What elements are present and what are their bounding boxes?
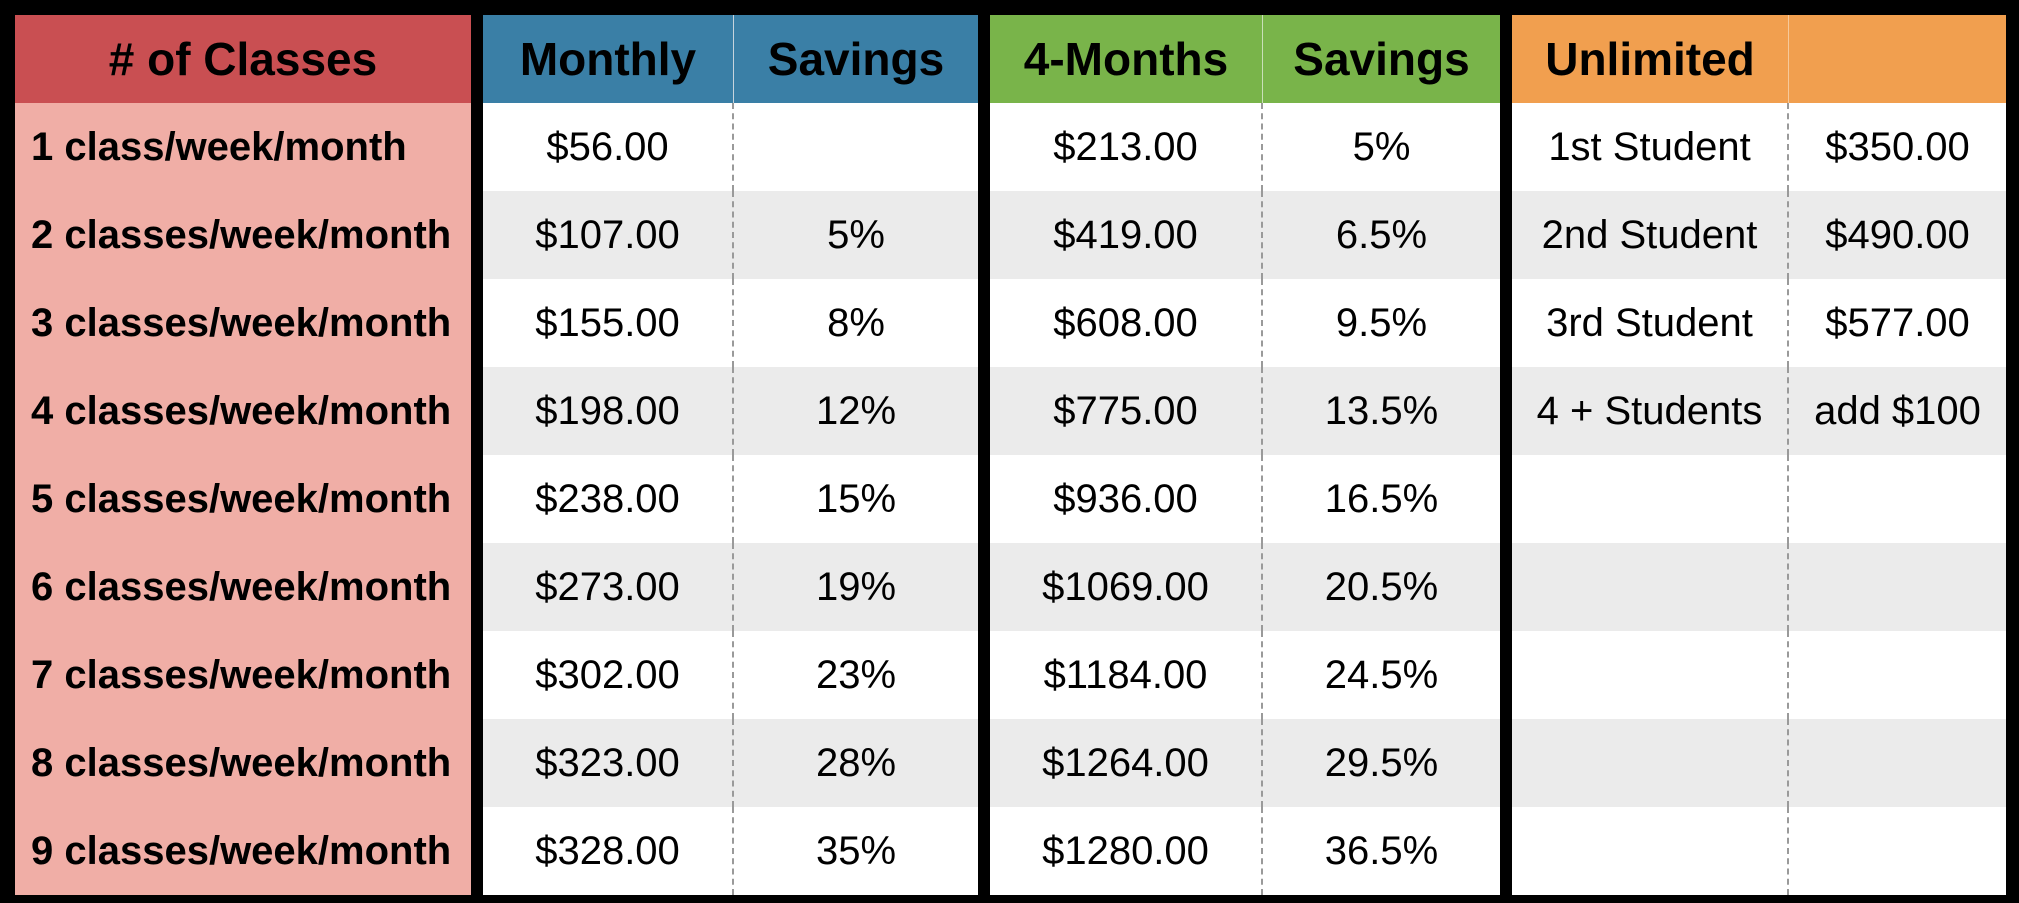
cell-unlimited-price [1789, 455, 2006, 543]
cell-four-months-savings: 13.5% [1263, 367, 1500, 455]
cell-unlimited-tier [1512, 631, 1789, 719]
cell-unlimited-price: $350.00 [1789, 103, 2006, 191]
row-label: 6 classes/week/month [15, 543, 471, 631]
cell-monthly-savings: 23% [734, 631, 978, 719]
cell-four-months-savings: 29.5% [1263, 719, 1500, 807]
header-four-months-savings: Savings [1263, 15, 1500, 103]
cell-monthly-savings [734, 103, 978, 191]
cell-four-months: $775.00 [990, 367, 1263, 455]
cell-unlimited-price [1789, 543, 2006, 631]
cell-monthly-savings: 15% [734, 455, 978, 543]
cell-monthly-savings: 19% [734, 543, 978, 631]
cell-monthly-savings: 8% [734, 279, 978, 367]
cell-unlimited-tier: 3rd Student [1512, 279, 1789, 367]
cell-unlimited-price: add $100 [1789, 367, 2006, 455]
header-unlimited-price [1789, 15, 2006, 103]
cell-monthly-savings: 12% [734, 367, 978, 455]
cell-unlimited-tier [1512, 719, 1789, 807]
cell-monthly: $238.00 [483, 455, 734, 543]
cell-four-months-savings: 9.5% [1263, 279, 1500, 367]
header-monthly-savings: Savings [734, 15, 978, 103]
cell-four-months: $1264.00 [990, 719, 1263, 807]
cell-unlimited-price [1789, 807, 2006, 895]
cell-monthly: $273.00 [483, 543, 734, 631]
cell-four-months-savings: 5% [1263, 103, 1500, 191]
row-label: 1 class/week/month [15, 103, 471, 191]
cell-unlimited-tier: 4 + Students [1512, 367, 1789, 455]
cell-four-months: $1280.00 [990, 807, 1263, 895]
cell-four-months-savings: 16.5% [1263, 455, 1500, 543]
row-label: 5 classes/week/month [15, 455, 471, 543]
row-label: 8 classes/week/month [15, 719, 471, 807]
cell-unlimited-tier: 1st Student [1512, 103, 1789, 191]
cell-unlimited-price [1789, 631, 2006, 719]
cell-unlimited-tier: 2nd Student [1512, 191, 1789, 279]
row-label: 4 classes/week/month [15, 367, 471, 455]
cell-four-months: $1069.00 [990, 543, 1263, 631]
cell-monthly: $328.00 [483, 807, 734, 895]
cell-monthly: $56.00 [483, 103, 734, 191]
cell-unlimited-price [1789, 719, 2006, 807]
cell-four-months: $213.00 [990, 103, 1263, 191]
cell-monthly-savings: 5% [734, 191, 978, 279]
header-classes: # of Classes [15, 15, 471, 103]
cell-four-months-savings: 6.5% [1263, 191, 1500, 279]
cell-monthly: $198.00 [483, 367, 734, 455]
row-label: 9 classes/week/month [15, 807, 471, 895]
cell-monthly-savings: 35% [734, 807, 978, 895]
cell-monthly: $302.00 [483, 631, 734, 719]
cell-monthly: $155.00 [483, 279, 734, 367]
cell-unlimited-tier [1512, 807, 1789, 895]
cell-unlimited-tier [1512, 455, 1789, 543]
cell-unlimited-price: $490.00 [1789, 191, 2006, 279]
row-label: 7 classes/week/month [15, 631, 471, 719]
header-four-months: 4-Months [990, 15, 1263, 103]
cell-four-months: $608.00 [990, 279, 1263, 367]
cell-monthly-savings: 28% [734, 719, 978, 807]
cell-monthly: $107.00 [483, 191, 734, 279]
cell-four-months: $419.00 [990, 191, 1263, 279]
row-label: 3 classes/week/month [15, 279, 471, 367]
cell-four-months-savings: 36.5% [1263, 807, 1500, 895]
cell-four-months-savings: 20.5% [1263, 543, 1500, 631]
header-unlimited-tier: Unlimited [1512, 15, 1789, 103]
cell-four-months: $936.00 [990, 455, 1263, 543]
cell-four-months: $1184.00 [990, 631, 1263, 719]
cell-unlimited-tier [1512, 543, 1789, 631]
cell-monthly: $323.00 [483, 719, 734, 807]
cell-unlimited-price: $577.00 [1789, 279, 2006, 367]
cell-four-months-savings: 24.5% [1263, 631, 1500, 719]
header-monthly: Monthly [483, 15, 734, 103]
row-label: 2 classes/week/month [15, 191, 471, 279]
